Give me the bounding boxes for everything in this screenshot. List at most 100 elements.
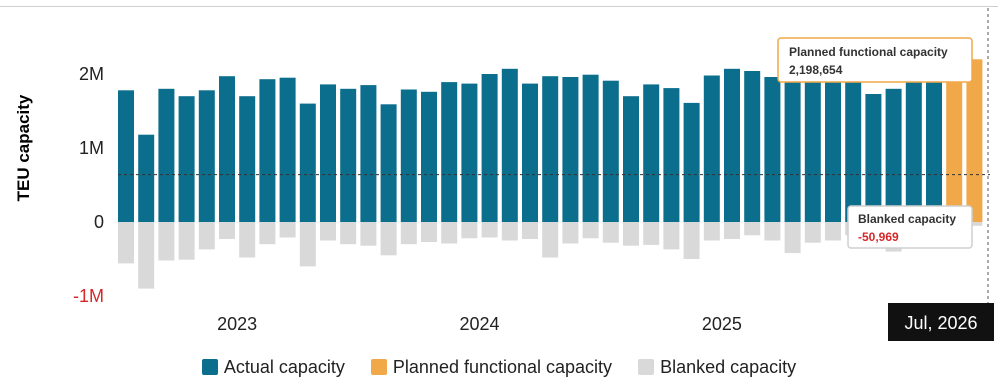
planned-tooltip-title: Planned functional capacity <box>789 45 948 59</box>
blanked-bar[interactable] <box>724 222 740 239</box>
y-tick-label: -1M <box>73 286 104 306</box>
blanked-bar[interactable] <box>602 222 619 243</box>
blanked-bar[interactable] <box>400 222 417 245</box>
planned-tooltip-box <box>777 37 973 83</box>
actual-bar[interactable] <box>905 79 922 222</box>
planned-bar[interactable] <box>966 59 983 222</box>
blanked-bar[interactable] <box>340 222 357 245</box>
blanked-bar[interactable] <box>421 222 437 242</box>
actual-bar[interactable] <box>643 84 660 223</box>
actual-bar[interactable] <box>542 76 559 222</box>
y-tick-label: 2M <box>79 64 104 84</box>
blanked-bar[interactable] <box>138 222 155 289</box>
actual-bar[interactable] <box>582 74 599 222</box>
blanked-bar[interactable] <box>441 222 458 244</box>
blanked-bar[interactable] <box>683 222 700 259</box>
actual-bar[interactable] <box>845 77 862 222</box>
actual-bar[interactable] <box>421 91 437 222</box>
actual-bar[interactable] <box>219 76 235 222</box>
blanked-bar[interactable] <box>198 222 215 250</box>
blanked-bar[interactable] <box>239 222 256 258</box>
legend-label-planned: Planned functional capacity <box>392 356 613 377</box>
actual-bar[interactable] <box>522 83 538 222</box>
blanked-bar[interactable] <box>320 222 336 241</box>
actual-bar[interactable] <box>239 96 256 222</box>
actual-bar[interactable] <box>562 77 579 222</box>
actual-bar[interactable] <box>380 104 397 222</box>
blanked-bar[interactable] <box>562 222 579 244</box>
blanked-bar[interactable] <box>299 222 316 267</box>
blanked-bar[interactable] <box>219 222 235 239</box>
blanked-bar[interactable] <box>501 222 518 241</box>
x-tick-label: 2025 <box>702 314 742 334</box>
blanked-bar[interactable] <box>623 222 639 246</box>
actual-bar[interactable] <box>804 77 821 222</box>
legend-swatch-planned <box>370 359 387 375</box>
actual-bar[interactable] <box>703 75 720 223</box>
blanked-bar[interactable] <box>825 222 841 241</box>
blanked-bar[interactable] <box>158 222 175 261</box>
blanked-bar[interactable] <box>784 222 801 254</box>
actual-bar[interactable] <box>138 134 155 222</box>
actual-bar[interactable] <box>683 102 700 222</box>
x-tick-label: 2023 <box>217 314 257 334</box>
planned-tooltip-value: 2,198,654 <box>789 63 843 77</box>
blanked-bar[interactable] <box>118 222 134 264</box>
blanked-bar[interactable] <box>542 222 559 258</box>
blanked-bar[interactable] <box>643 222 660 245</box>
actual-bar[interactable] <box>279 77 296 222</box>
actual-bar[interactable] <box>764 77 781 222</box>
planned-bar[interactable] <box>946 75 963 223</box>
blanked-bar[interactable] <box>481 222 498 238</box>
actual-bar[interactable] <box>320 84 336 223</box>
blanked-tooltip-title: Blanked capacity <box>858 212 956 226</box>
blanked-bar[interactable] <box>279 222 296 238</box>
blanked-bar[interactable] <box>744 222 761 236</box>
actual-bar[interactable] <box>885 88 902 222</box>
actual-bar[interactable] <box>360 85 377 222</box>
actual-bar[interactable] <box>481 74 498 222</box>
blanked-bar[interactable] <box>764 222 781 241</box>
actual-bar[interactable] <box>178 96 195 222</box>
actual-bar[interactable] <box>259 79 276 222</box>
actual-bar[interactable] <box>724 68 740 222</box>
cursor-date-label: Jul, 2026 <box>904 313 977 333</box>
blanked-bar[interactable] <box>966 222 983 226</box>
legend-item-blanked[interactable]: Blanked capacity <box>638 357 796 378</box>
actual-bar[interactable] <box>158 88 175 222</box>
legend-item-actual[interactable]: Actual capacity <box>201 356 345 378</box>
legend-label-actual: Actual capacity <box>223 356 345 377</box>
actual-bar[interactable] <box>865 94 882 222</box>
x-tick-label: 2024 <box>459 314 499 334</box>
actual-bar[interactable] <box>118 90 134 222</box>
blanked-bar[interactable] <box>380 222 397 256</box>
blanked-bar[interactable] <box>804 222 821 243</box>
actual-bar[interactable] <box>198 90 215 222</box>
actual-bar[interactable] <box>340 88 357 222</box>
blanked-bar[interactable] <box>582 222 599 239</box>
actual-bar[interactable] <box>602 80 619 222</box>
blanked-capacity-tooltip: Blanked capacity -50,969 <box>847 205 973 249</box>
legend-swatch-actual <box>201 359 218 375</box>
actual-bar[interactable] <box>926 77 942 222</box>
blanked-bar[interactable] <box>259 222 276 245</box>
actual-bar[interactable] <box>461 83 478 222</box>
actual-bar[interactable] <box>784 77 801 222</box>
blanked-bar[interactable] <box>360 222 377 246</box>
actual-bar[interactable] <box>623 96 639 222</box>
actual-bar[interactable] <box>441 82 458 222</box>
legend-item-planned[interactable]: Planned functional capacity <box>370 356 613 378</box>
actual-bar[interactable] <box>663 88 680 222</box>
blanked-tooltip-value: -50,969 <box>858 230 899 244</box>
y-tick-label: 0 <box>94 212 104 232</box>
blanked-bar[interactable] <box>703 222 720 241</box>
actual-bar[interactable] <box>825 79 841 222</box>
blanked-bar[interactable] <box>461 222 478 239</box>
actual-bar[interactable] <box>299 103 316 222</box>
blanked-bar[interactable] <box>522 222 538 239</box>
actual-bar[interactable] <box>501 68 518 222</box>
actual-bar[interactable] <box>744 71 761 222</box>
blanked-bar[interactable] <box>663 222 680 250</box>
actual-bar[interactable] <box>400 89 417 223</box>
blanked-bar[interactable] <box>178 222 195 260</box>
